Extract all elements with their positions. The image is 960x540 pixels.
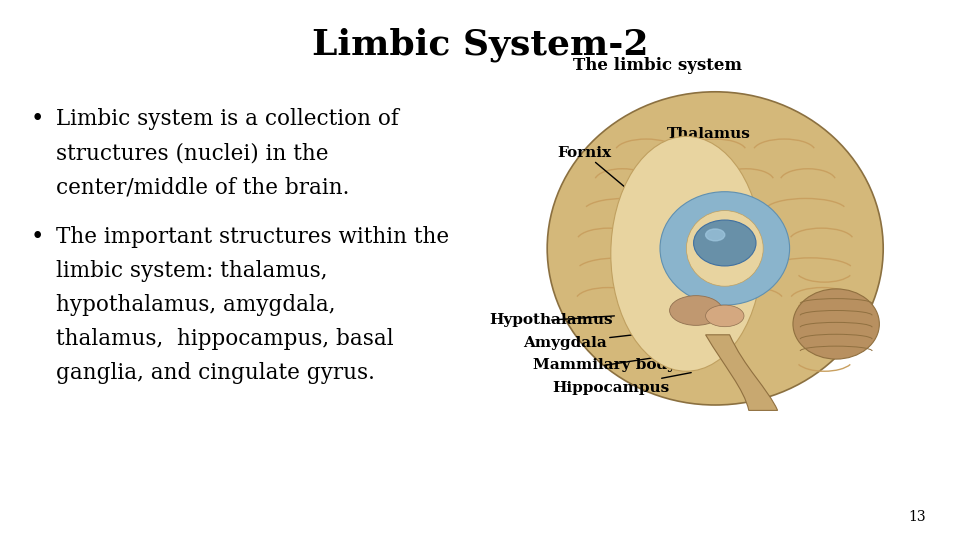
Text: Thalamus: Thalamus	[667, 127, 751, 194]
Ellipse shape	[660, 192, 789, 305]
Text: center/middle of the brain.: center/middle of the brain.	[56, 176, 349, 198]
Text: Fornix: Fornix	[557, 146, 634, 194]
Text: Amygdala: Amygdala	[523, 335, 634, 350]
Ellipse shape	[693, 220, 756, 266]
Ellipse shape	[670, 295, 723, 325]
Text: The limbic system: The limbic system	[573, 57, 742, 73]
Text: Hippocampus: Hippocampus	[552, 373, 691, 395]
PathPatch shape	[706, 335, 778, 410]
Text: The important structures within the: The important structures within the	[56, 226, 449, 248]
Text: ganglia, and cingulate gyrus.: ganglia, and cingulate gyrus.	[56, 362, 374, 384]
Text: thalamus,  hippocampus, basal: thalamus, hippocampus, basal	[56, 328, 394, 350]
Text: Limbic System-2: Limbic System-2	[312, 27, 648, 62]
Text: •: •	[31, 226, 44, 248]
Ellipse shape	[706, 229, 725, 241]
Text: structures (nuclei) in the: structures (nuclei) in the	[56, 142, 328, 164]
Ellipse shape	[611, 137, 762, 372]
Text: limbic system: thalamus,: limbic system: thalamus,	[56, 260, 327, 282]
Ellipse shape	[686, 211, 763, 286]
Text: Limbic system is a collection of: Limbic system is a collection of	[56, 108, 398, 130]
Ellipse shape	[793, 289, 879, 359]
Text: Hypothalamus: Hypothalamus	[490, 313, 614, 327]
Text: •: •	[31, 108, 44, 130]
Ellipse shape	[547, 92, 883, 405]
Ellipse shape	[706, 305, 744, 327]
Text: Mammilary body: Mammilary body	[533, 356, 676, 373]
Text: hypothalamus, amygdala,: hypothalamus, amygdala,	[56, 294, 335, 316]
Text: 13: 13	[909, 510, 926, 524]
